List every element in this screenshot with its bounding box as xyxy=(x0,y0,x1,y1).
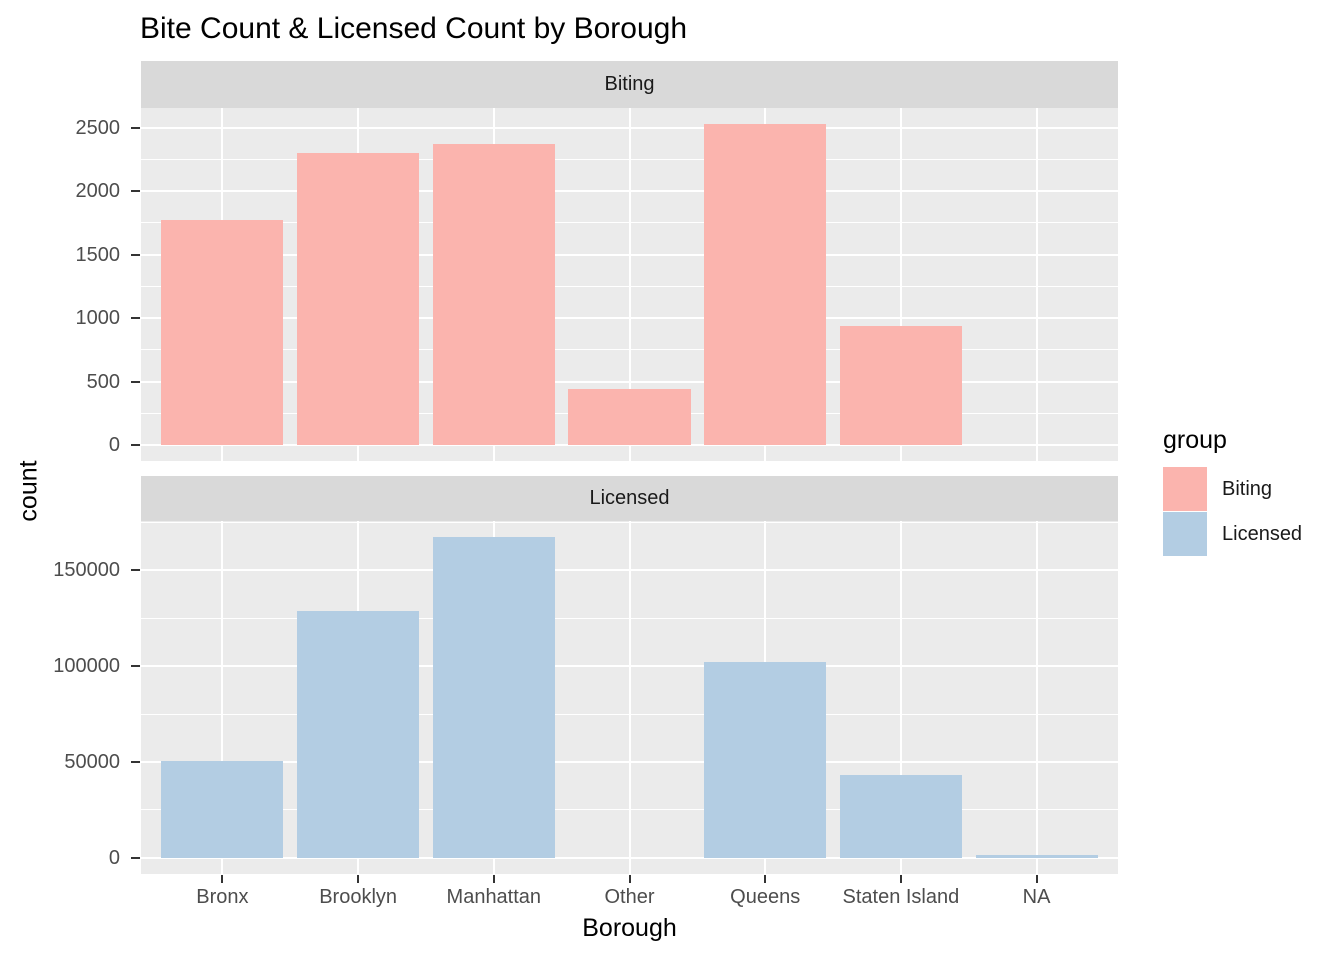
y-tick-label: 0 xyxy=(108,433,120,456)
x-tick xyxy=(899,875,902,883)
bar-licensed-staten-island xyxy=(839,774,962,858)
gridline-vertical-na xyxy=(1035,108,1038,461)
y-tick xyxy=(131,665,140,668)
gridline-vertical-staten-island xyxy=(899,108,902,461)
x-tick xyxy=(492,875,495,883)
y-tick-label: 100000 xyxy=(53,655,120,678)
x-tick-label-other: Other xyxy=(604,886,655,908)
bar-licensed-na xyxy=(975,855,1098,858)
legend-entries: Biting Licensed xyxy=(1163,467,1302,556)
bar-biting-other xyxy=(568,389,691,445)
legend-swatch-biting xyxy=(1163,467,1207,511)
x-tick-label-manhattan: Manhattan xyxy=(446,886,542,908)
legend-label-biting: Biting xyxy=(1222,477,1273,500)
legend-entry-biting: Biting xyxy=(1163,467,1302,511)
gridline-vertical-other xyxy=(628,521,631,874)
y-tick-label: 150000 xyxy=(53,559,120,582)
legend-label-licensed: Licensed xyxy=(1222,522,1303,545)
y-tick-label: 1000 xyxy=(75,307,121,330)
y-tick xyxy=(131,760,140,763)
y-tick-label: 2500 xyxy=(75,116,121,139)
y-tick xyxy=(131,569,140,572)
legend-swatch-licensed xyxy=(1163,512,1207,556)
facet-panel-biting xyxy=(141,108,1118,461)
x-axis-title: Borough xyxy=(582,914,677,942)
bar-biting-manhattan xyxy=(432,144,555,445)
x-tick-label-staten-island: Staten Island xyxy=(842,886,960,908)
x-tick xyxy=(1035,875,1038,883)
gridline-vertical-bronx xyxy=(221,521,224,874)
y-tick-label: 500 xyxy=(86,370,120,393)
gridline-vertical-other xyxy=(628,108,631,461)
facet-strip-licensed: Licensed xyxy=(141,476,1118,521)
x-tick xyxy=(628,875,631,883)
legend: group Biting Licensed xyxy=(1163,426,1302,557)
y-tick xyxy=(131,856,140,859)
bar-biting-queens xyxy=(704,124,827,445)
bar-licensed-queens xyxy=(704,662,827,858)
facet-panel-licensed xyxy=(141,521,1118,874)
y-tick-label: 2000 xyxy=(75,180,121,203)
y-tick xyxy=(131,443,140,446)
y-tick xyxy=(131,317,140,320)
legend-title: group xyxy=(1163,426,1227,454)
bar-biting-brooklyn xyxy=(297,153,420,445)
bar-licensed-brooklyn xyxy=(297,611,420,858)
gridline-vertical-na xyxy=(1035,521,1038,874)
y-axis-title: count xyxy=(14,460,43,522)
y-tick xyxy=(131,253,140,256)
x-tick xyxy=(221,875,224,883)
y-tick-label: 0 xyxy=(108,846,120,869)
y-tick xyxy=(131,126,140,129)
x-tick-label-na: NA xyxy=(1022,886,1051,908)
bar-licensed-bronx xyxy=(161,760,284,858)
y-tick-label: 1500 xyxy=(75,243,121,266)
x-tick-label-bronx: Bronx xyxy=(196,886,249,908)
gridline-vertical-staten-island xyxy=(899,521,902,874)
plot-title: Bite Count & Licensed Count by Borough xyxy=(140,12,688,45)
facet-strip-biting: Biting xyxy=(141,61,1118,108)
x-tick-label-queens: Queens xyxy=(730,886,801,908)
y-tick-label: 50000 xyxy=(64,750,120,773)
bar-licensed-manhattan xyxy=(432,537,555,858)
x-tick xyxy=(357,875,360,883)
bar-biting-bronx xyxy=(161,220,284,445)
x-tick xyxy=(764,875,767,883)
y-tick xyxy=(131,380,140,383)
y-tick xyxy=(131,190,140,193)
bar-biting-staten-island xyxy=(839,326,962,445)
legend-entry-licensed: Licensed xyxy=(1163,512,1302,556)
x-tick-label-brooklyn: Brooklyn xyxy=(319,886,398,908)
